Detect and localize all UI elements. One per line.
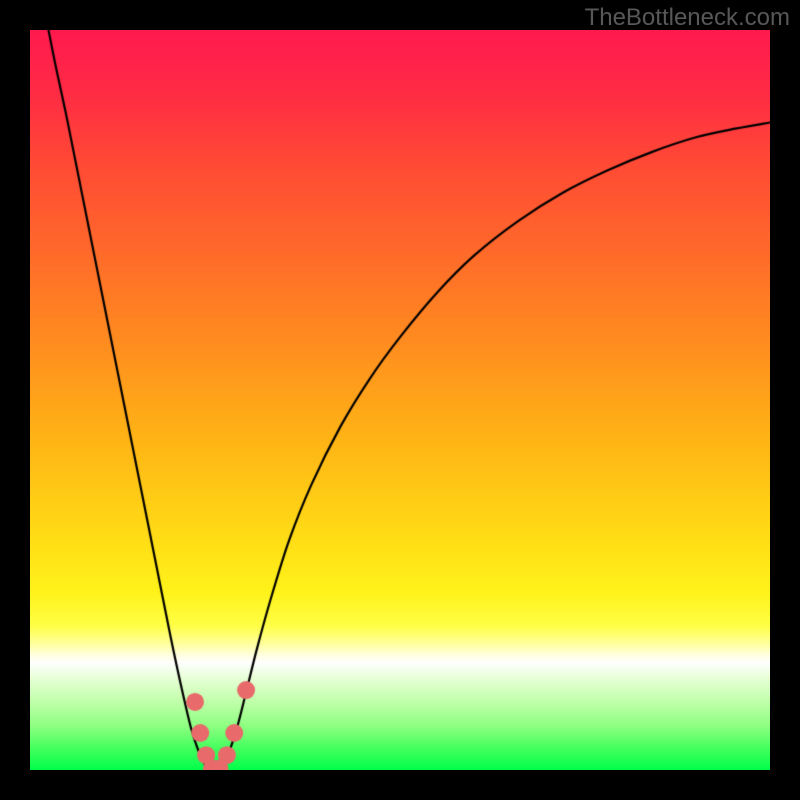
bottleneck-curve (30, 30, 770, 770)
chart-frame: TheBottleneck.com (0, 0, 800, 800)
watermark-text: TheBottleneck.com (585, 4, 790, 32)
plot-area (30, 30, 770, 770)
